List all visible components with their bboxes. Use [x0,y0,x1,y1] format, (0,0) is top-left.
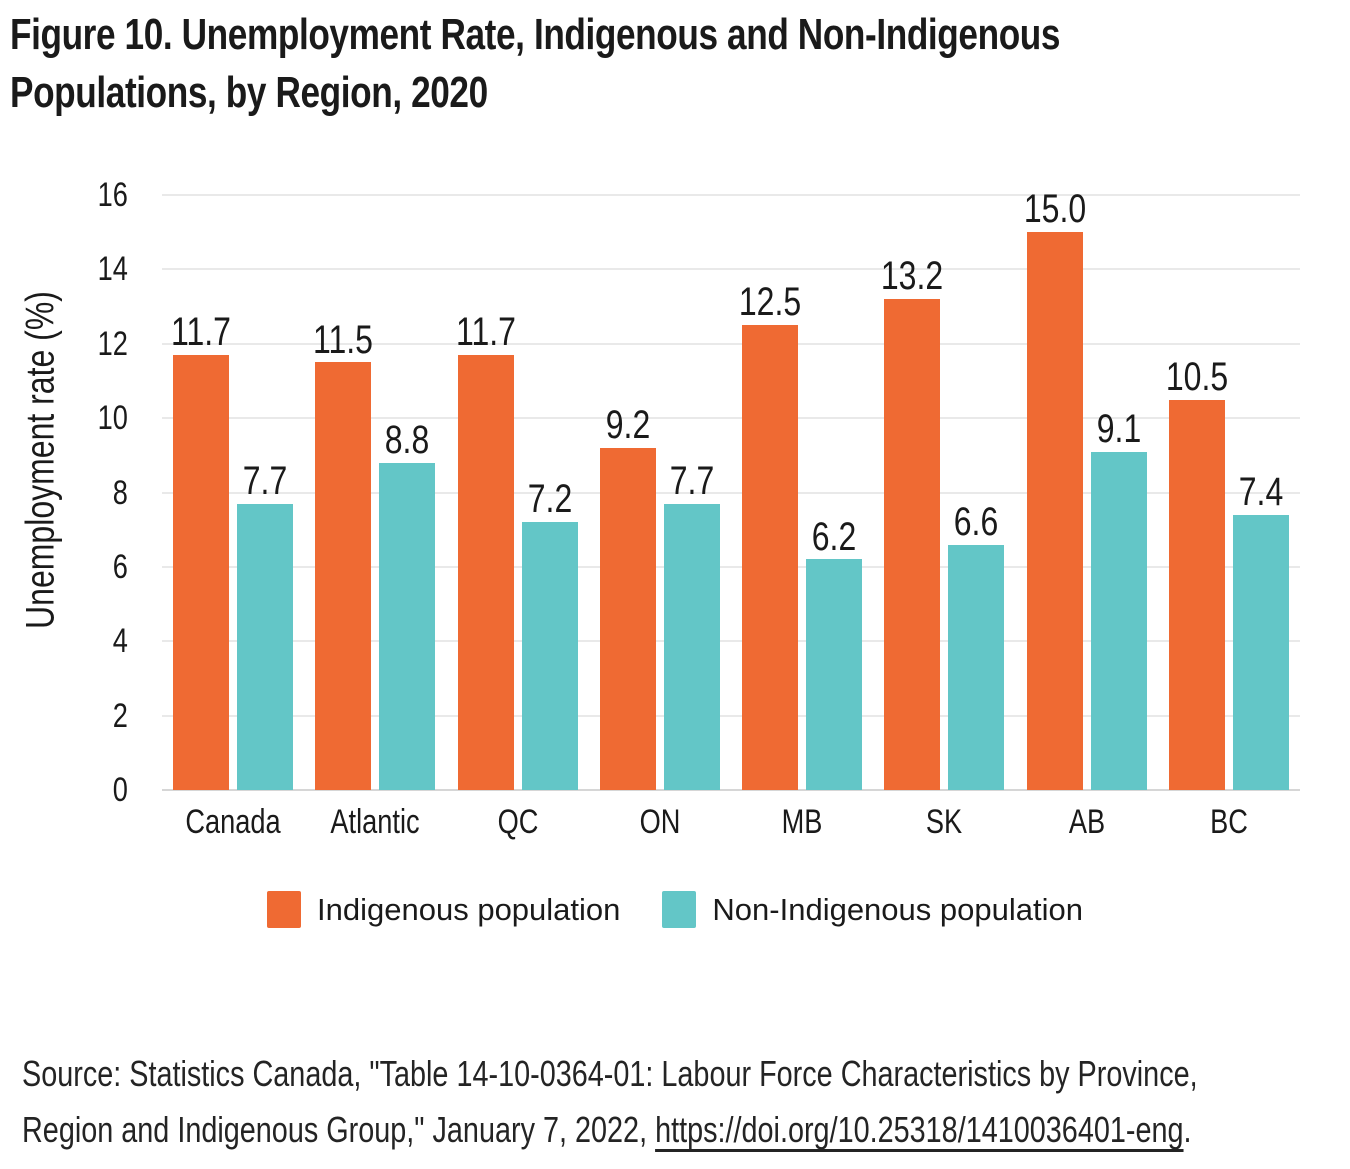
y-tick-label: 4 [112,622,128,661]
value-label-non-indigenous-bc: 7.4 [1238,470,1284,515]
figure-title: Figure 10. Unemployment Rate, Indigenous… [10,6,1323,122]
bar-non-indigenous-ab [1090,451,1147,790]
bar-indigenous-bc [1168,399,1225,790]
y-tick-label: 16 [97,176,128,214]
bar-non-indigenous-atlantic [379,462,436,790]
x-tick-label-on: ON [639,803,681,841]
legend-item-indigenous: Indigenous population [267,891,620,928]
bar-indigenous-ab [1026,232,1083,790]
source-line-2-period: . [1183,1109,1192,1150]
gridline [162,268,1300,271]
y-tick-label: 0 [112,771,128,809]
figure-title-line-1: Figure 10. Unemployment Rate, Indigenous… [10,10,1061,59]
bar-non-indigenous-bc [1232,514,1289,790]
x-tick-label-atlantic: Atlantic [330,803,420,841]
bar-indigenous-atlantic [315,362,372,790]
gridline [162,565,1300,568]
x-tick-label-qc: QC [497,803,539,841]
gridline [162,640,1300,643]
source-note: Source: Statistics Canada, "Table 14-10-… [22,1046,1350,1158]
y-tick-label: 2 [112,696,128,735]
y-tick-label: 10 [97,399,128,438]
value-label-non-indigenous-atlantic: 8.8 [385,417,430,462]
value-label-non-indigenous-canada: 7.7 [242,458,288,503]
value-label-non-indigenous-ab: 9.1 [1096,406,1141,451]
legend-swatch-non-indigenous-icon [662,891,697,928]
value-label-indigenous-qc: 11.7 [455,310,516,355]
source-line-2-text: Region and Indigenous Group," January 7,… [22,1109,656,1150]
value-label-indigenous-bc: 10.5 [1165,354,1229,399]
gridline [162,714,1300,717]
x-tick-label-bc: BC [1209,803,1248,841]
gridline [162,194,1300,196]
legend-item-non-indigenous: Non-Indigenous population [662,891,1083,928]
x-axis-line [162,789,1300,791]
source-line-1: Source: Statistics Canada, "Table 14-10-… [22,1053,1198,1094]
gridline [162,342,1300,345]
value-label-indigenous-canada: 11.7 [171,310,232,355]
bar-non-indigenous-sk [948,544,1005,790]
x-tick-label-canada: Canada [185,803,281,841]
source-line-2: Region and Indigenous Group," January 7,… [22,1102,1350,1158]
bar-non-indigenous-on [663,503,720,790]
y-tick-label: 12 [97,324,128,363]
bar-non-indigenous-mb [806,559,863,790]
value-label-indigenous-on: 9.2 [605,403,651,448]
value-label-indigenous-sk: 13.2 [881,254,944,299]
gridline [162,491,1300,494]
value-label-non-indigenous-mb: 6.2 [811,514,857,559]
bar-non-indigenous-qc [521,522,578,790]
x-tick-label-sk: SK [926,803,963,841]
bar-indigenous-on [599,447,656,790]
legend-label-non-indigenous: Non-Indigenous population [712,891,1083,927]
bar-non-indigenous-canada [237,503,294,790]
legend-label-indigenous: Indigenous population [317,891,621,927]
value-label-indigenous-mb: 12.5 [738,280,802,325]
y-tick-label: 14 [97,250,128,289]
doi-link[interactable]: https://doi.org/10.25318/1410036401-eng [655,1109,1184,1150]
y-tick-label: 6 [112,547,128,586]
value-label-indigenous-ab: 15.0 [1023,187,1086,232]
x-tick-label-ab: AB [1068,803,1105,841]
bar-indigenous-sk [884,299,941,790]
x-tick-label-mb: MB [781,803,823,841]
legend-swatch-indigenous-icon [267,891,302,928]
value-label-non-indigenous-on: 7.7 [669,458,715,503]
value-label-indigenous-atlantic: 11.5 [313,317,374,362]
bar-indigenous-canada [173,354,230,790]
bar-indigenous-mb [742,325,799,790]
gridline [162,417,1300,420]
value-label-non-indigenous-qc: 7.2 [527,477,572,522]
figure-title-line-2: Populations, by Region, 2020 [10,68,488,117]
y-tick-label: 8 [112,473,128,512]
value-label-non-indigenous-sk: 6.6 [954,499,999,544]
bar-indigenous-qc [457,354,514,790]
legend: Indigenous population Non-Indigenous pop… [0,891,1350,928]
